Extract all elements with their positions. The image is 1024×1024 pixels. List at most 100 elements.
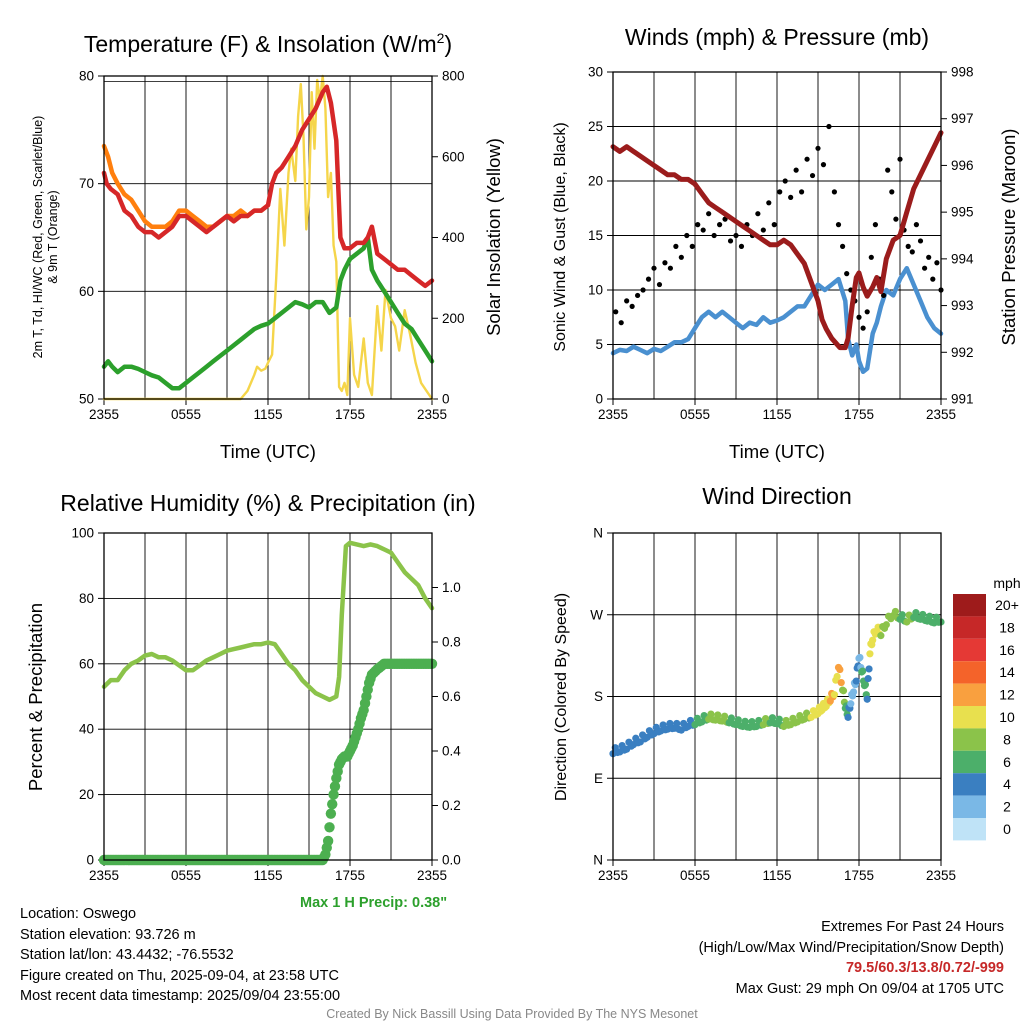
gust-point bbox=[820, 162, 827, 168]
colorbar-label: 20+ bbox=[995, 597, 1019, 613]
direction-point bbox=[727, 714, 736, 722]
gust-point bbox=[815, 145, 821, 151]
x-tick-label: 0555 bbox=[680, 407, 710, 422]
direction-point bbox=[898, 611, 906, 619]
gust-point bbox=[835, 222, 842, 228]
humidity-line bbox=[101, 540, 435, 703]
x-tick-label: 2355 bbox=[926, 868, 956, 883]
colorbar-swatch bbox=[953, 750, 986, 774]
station-info: Location: Oswego Station elevation: 93.7… bbox=[20, 904, 340, 1007]
credit-text: Created By Nick Bassill Using Data Provi… bbox=[326, 1007, 698, 1021]
gust-point bbox=[766, 200, 772, 206]
gust-point bbox=[755, 211, 761, 217]
x-tick-label: 1155 bbox=[762, 407, 791, 422]
chart-title: Wind Direction bbox=[702, 483, 852, 509]
chart-title: Temperature (F) & Insolation (W/m2) bbox=[84, 30, 452, 57]
latlon-text: Station lat/lon: 43.4432; -76.5532 bbox=[20, 947, 234, 963]
precip-point bbox=[329, 781, 341, 792]
chart-title: Relative Humidity (%) & Precipitation (i… bbox=[60, 490, 475, 516]
y-tick-label: 0 bbox=[595, 392, 603, 407]
gust-point bbox=[711, 232, 717, 239]
x-tick-label: 1755 bbox=[844, 407, 874, 422]
direction-point bbox=[714, 711, 722, 719]
y-tick-label: 40 bbox=[79, 722, 94, 737]
gust-point bbox=[727, 238, 734, 244]
chart-title-superscript: 2 bbox=[437, 30, 445, 46]
recent-data-text: Most recent data timestamp: 2025/09/04 2… bbox=[20, 988, 341, 1004]
gust-point bbox=[656, 281, 663, 288]
colorbar-label: 0 bbox=[1003, 821, 1011, 837]
gust-point bbox=[651, 265, 657, 271]
colorbar-label: 10 bbox=[999, 709, 1015, 725]
gust-point bbox=[777, 189, 783, 195]
y-tick-label: 80 bbox=[79, 591, 94, 606]
gust-point bbox=[885, 167, 891, 173]
gust-point bbox=[793, 167, 799, 173]
colorbar-title: mph bbox=[993, 575, 1020, 591]
gust-point bbox=[905, 243, 911, 249]
gust-point bbox=[760, 227, 766, 233]
colorbar-swatch bbox=[953, 683, 986, 706]
sonic-wind-line bbox=[610, 265, 944, 375]
gust-point bbox=[662, 260, 668, 266]
gust-point bbox=[856, 314, 862, 320]
x-tick-label: 0555 bbox=[171, 868, 201, 883]
direction-point bbox=[856, 653, 864, 662]
y2-tick-label: 992 bbox=[951, 345, 974, 360]
colorbar-swatch bbox=[953, 818, 986, 841]
colorbar-swatch bbox=[953, 728, 986, 751]
precip-point bbox=[325, 808, 337, 819]
direction-point bbox=[847, 700, 855, 708]
gust-point bbox=[738, 243, 745, 249]
y2-tick-label: 600 bbox=[442, 149, 465, 164]
x-tick-label: 1155 bbox=[253, 407, 282, 422]
y-tick-label: 70 bbox=[79, 176, 94, 191]
gust-point bbox=[934, 260, 940, 266]
colorbar-swatch bbox=[953, 594, 986, 617]
gust-point bbox=[913, 222, 920, 228]
direction-point bbox=[912, 609, 920, 617]
y-axis-label: Percent & Precipitation bbox=[25, 603, 46, 791]
direction-point bbox=[864, 675, 872, 683]
y2-axis-label: Solar Insolation (Yellow) bbox=[483, 138, 504, 336]
x-tick-label: 2355 bbox=[598, 407, 628, 422]
direction-point bbox=[768, 714, 777, 722]
y2-tick-label: 996 bbox=[951, 158, 974, 173]
direction-point bbox=[830, 691, 839, 699]
y2-tick-label: 0.4 bbox=[442, 744, 461, 759]
colorbar-swatch bbox=[953, 795, 986, 818]
station-pressure-line bbox=[610, 130, 944, 351]
y-tick-label: 25 bbox=[588, 119, 603, 134]
temp-9m-line bbox=[101, 143, 271, 229]
y-tick-label: 100 bbox=[71, 526, 94, 541]
direction-point bbox=[707, 710, 715, 718]
chart-title-close: ) bbox=[444, 31, 452, 57]
gust-point bbox=[917, 238, 924, 244]
precip-point bbox=[327, 798, 338, 810]
gust-point bbox=[840, 243, 846, 249]
gust-point bbox=[684, 232, 690, 239]
gust-point bbox=[733, 232, 739, 239]
colorbar-label: 18 bbox=[999, 619, 1015, 635]
plot-frame bbox=[103, 532, 433, 861]
direction-point bbox=[852, 677, 860, 685]
direction-point bbox=[833, 672, 841, 681]
y-tick-label: W bbox=[590, 607, 603, 622]
colorbar-swatch bbox=[953, 661, 986, 684]
direction-point bbox=[919, 610, 927, 619]
y2-tick-label: 991 bbox=[951, 392, 974, 407]
gust-point bbox=[667, 265, 674, 271]
y-tick-label: 80 bbox=[79, 69, 94, 84]
gust-point bbox=[618, 320, 624, 326]
gust-point bbox=[613, 309, 619, 315]
direction-point bbox=[844, 713, 852, 721]
y2-tick-label: 995 bbox=[951, 205, 974, 220]
y2-tick-label: 0.2 bbox=[442, 798, 461, 813]
precip-point bbox=[328, 789, 339, 800]
temp-2m-line bbox=[101, 84, 435, 289]
